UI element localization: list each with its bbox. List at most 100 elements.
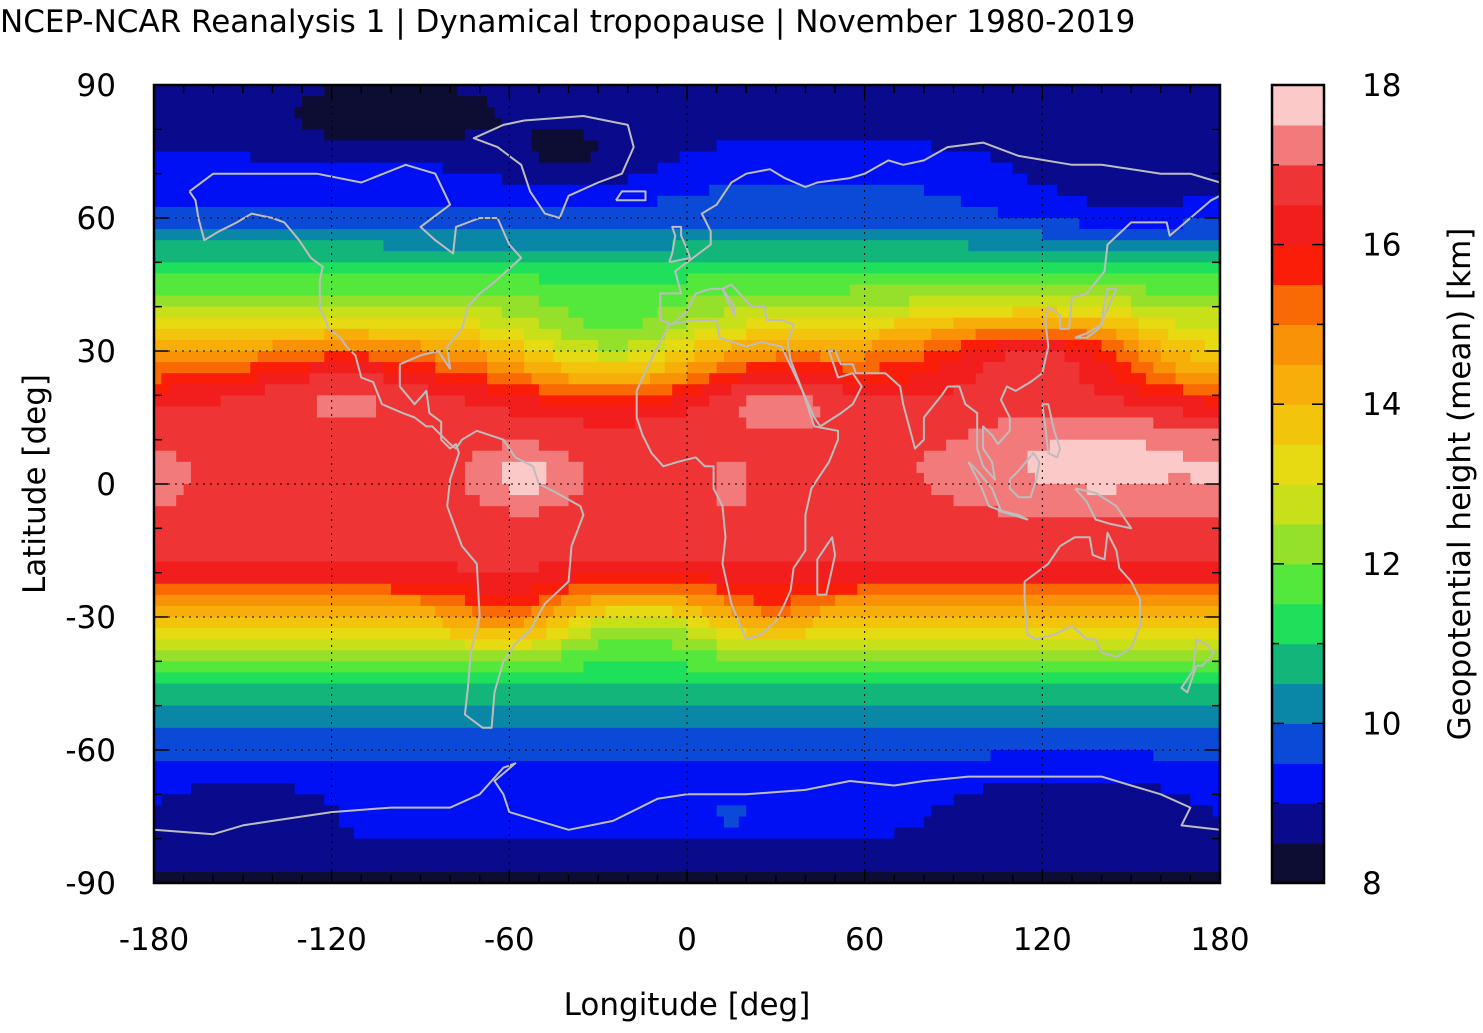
- heatmap-cell: [154, 328, 325, 341]
- heatmap-cell: [583, 661, 688, 674]
- heatmap-cell: [339, 816, 725, 829]
- heatmap-cell: [724, 816, 740, 829]
- heatmap-cell: [657, 306, 725, 319]
- heatmap-cell: [435, 351, 488, 363]
- heatmap-cell: [1123, 395, 1206, 408]
- heatmap-cell: [553, 339, 599, 352]
- heatmap-cell: [154, 694, 1221, 707]
- heatmap-cell: [538, 384, 673, 396]
- x-tick-label: 60: [845, 922, 884, 958]
- heatmap-cell: [250, 362, 311, 374]
- heatmap-cell: [627, 351, 666, 363]
- heatmap-cell: [220, 395, 318, 408]
- heatmap-cell: [575, 572, 710, 585]
- heatmap-cell: [909, 306, 1014, 319]
- heatmap-cell: [154, 572, 577, 585]
- heatmap-cell: [501, 461, 547, 474]
- heatmap-cell: [746, 417, 814, 430]
- heatmap-cell: [701, 605, 733, 618]
- heatmap-cell: [894, 317, 955, 330]
- heatmap-cell: [501, 306, 570, 319]
- heatmap-cell: [724, 594, 755, 607]
- colorbar-tick-label: 12: [1362, 547, 1401, 583]
- heatmap-cell: [1145, 373, 1177, 385]
- colorbar-swatch: [1272, 444, 1324, 485]
- y-axis-label: Latitude [deg]: [17, 374, 53, 594]
- heatmap-cell: [154, 417, 584, 430]
- heatmap-cell: [154, 561, 459, 574]
- heatmap-cell: [649, 373, 688, 385]
- heatmap-cell: [709, 373, 740, 385]
- heatmap-cell: [435, 373, 488, 385]
- heatmap-cell: [738, 406, 821, 419]
- coastline: [1008, 452, 1041, 499]
- heatmap-cell: [553, 605, 577, 618]
- heatmap-cell: [154, 362, 251, 374]
- heatmap-cell: [568, 373, 651, 385]
- heatmap-cell: [176, 495, 481, 507]
- heatmap-cell: [864, 351, 925, 363]
- heatmap-cell: [997, 417, 1154, 430]
- heatmap-cell: [1042, 229, 1221, 241]
- colorbar-swatch: [1272, 324, 1324, 365]
- heatmap-cell: [931, 328, 977, 341]
- heatmap-cell: [1182, 384, 1221, 396]
- colorbar-swatch: [1272, 484, 1324, 525]
- heatmap-cell: [191, 461, 466, 474]
- heatmap-cell: [154, 860, 1221, 873]
- heatmap-cell: [531, 583, 570, 596]
- heatmap-cell: [1079, 373, 1117, 385]
- heatmap-cell: [568, 583, 718, 596]
- heatmap-cell: [546, 617, 570, 629]
- heatmap-cell: [1012, 162, 1221, 175]
- heatmap-cell: [872, 339, 925, 352]
- heatmap-cell: [368, 328, 481, 341]
- heatmap-cell: [472, 605, 533, 618]
- heatmap-cell: [716, 805, 747, 818]
- heatmap-cell: [746, 495, 955, 507]
- heatmap-cell: [154, 617, 444, 629]
- heatmap-cell: [664, 362, 688, 374]
- heatmap-cell: [1064, 351, 1095, 363]
- heatmap-cell: [990, 151, 1221, 164]
- heatmap-cell: [1131, 306, 1221, 319]
- heatmap-cell: [968, 428, 1221, 441]
- heatmap-cell: [590, 151, 681, 164]
- heatmap-cell: [946, 439, 1051, 452]
- heatmap-cell: [538, 151, 592, 164]
- heatmap-cell: [154, 827, 355, 840]
- heatmap-cell: [546, 461, 584, 474]
- heatmap-cell: [583, 129, 1221, 142]
- heatmap-cell: [154, 184, 710, 197]
- heatmap-cell: [390, 583, 473, 596]
- heatmap-cell: [316, 395, 377, 408]
- heatmap-cell: [1049, 439, 1147, 452]
- heatmap-cell: [368, 351, 436, 363]
- heatmap-cell: [154, 373, 162, 385]
- heatmap-cell: [538, 484, 584, 496]
- colorbar-tick-labels: 8 10 12 14 16 18: [1362, 68, 1401, 902]
- heatmap-cell: [376, 406, 510, 419]
- heatmap-cell: [501, 439, 540, 452]
- colorbar: [1272, 84, 1324, 884]
- heatmap-cell: [716, 639, 1221, 651]
- heatmap-cell: [487, 362, 525, 374]
- heatmap-cell: [154, 107, 296, 119]
- heatmap-cell: [154, 306, 503, 319]
- heatmap-cell: [154, 118, 303, 130]
- heatmap-cell: [605, 605, 673, 618]
- heatmap-cell: [154, 295, 540, 308]
- heatmap-cell: [1182, 195, 1221, 208]
- heatmap-cell: [1094, 384, 1140, 396]
- heatmap-cell: [538, 295, 688, 308]
- heatmap-cell: [694, 351, 725, 363]
- heatmap-cell: [553, 351, 599, 363]
- colorbar-swatch: [1272, 803, 1324, 844]
- heatmap-cell: [1160, 351, 1191, 363]
- heatmap-cell: [746, 805, 932, 818]
- heatmap-cell: [561, 328, 666, 341]
- heatmap-cell: [716, 472, 747, 485]
- heatmap-cell: [154, 96, 303, 108]
- heatmap-cell: [531, 639, 562, 651]
- coastline: [635, 319, 839, 641]
